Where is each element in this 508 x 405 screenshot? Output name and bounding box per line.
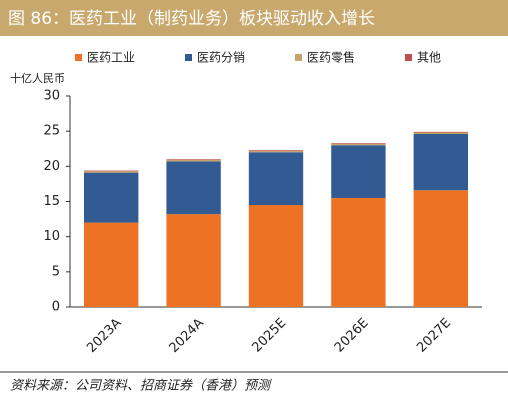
bar-segment [413,131,468,133]
bar-segment [166,160,221,162]
bar-segment [248,152,304,206]
bar-segment [166,214,221,307]
legend-swatch [75,54,82,61]
y-tick-label: 15 [43,194,60,209]
y-tick-label: 5 [52,264,60,279]
bar-segment [166,161,221,215]
y-tick-label: 20 [43,159,60,174]
bar-segment [84,172,139,223]
legend-label: 医药分销 [197,51,245,65]
bar-segment [331,143,386,146]
y-axis-label: 十亿人民币 [10,71,65,85]
bar-segment [248,150,304,151]
x-tick-label: 2026E [332,316,372,356]
x-tick-label: 2025E [249,316,289,356]
title-bar [0,0,508,36]
legend-swatch [295,54,302,61]
x-tick-label: 2024A [167,316,207,356]
bar-segment [248,150,304,153]
x-tick-label: 2023A [84,316,124,356]
y-tick-label: 25 [43,124,60,139]
y-tick-label: 10 [43,229,60,244]
bar-segment [84,170,139,172]
y-tick-label: 0 [52,300,60,315]
source-note: 资料来源：公司资料、招商证券（香港）预测 [10,378,272,394]
bar-segment [413,190,468,307]
legend-label: 医药工业 [87,51,135,65]
bar-segment [331,197,386,307]
legend-label: 其他 [417,51,441,65]
legend-swatch [185,54,192,61]
bar-segment [331,145,386,198]
x-tick-label: 2027E [414,316,454,356]
bar-segment [84,171,139,173]
bar-segment [331,143,386,144]
bar-segment [413,132,468,134]
y-tick-label: 30 [43,89,60,104]
legend-label: 医药零售 [307,50,355,65]
chart-title: 图 86：医药工业（制药业务）板块驱动收入增长 [8,9,375,29]
legend-swatch [405,54,412,61]
bar-segment [84,222,139,307]
bar-segment [248,205,304,307]
bar-segment [413,133,468,191]
bar-segment [166,159,221,161]
